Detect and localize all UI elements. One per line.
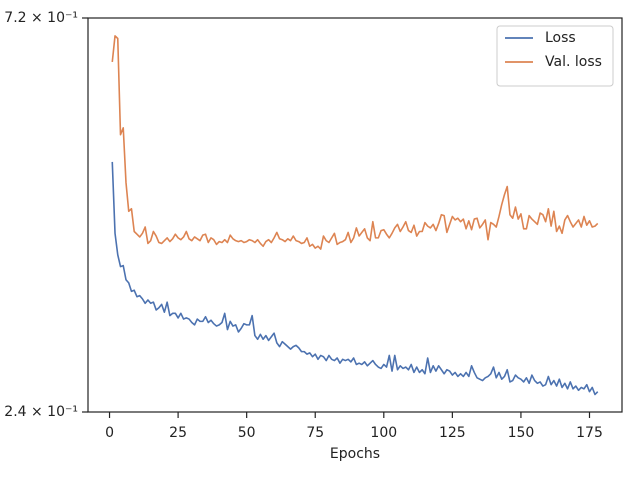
legend-label: Loss [545, 30, 576, 46]
legend: Loss Val. loss [496, 25, 614, 87]
line-series [111, 161, 599, 396]
x-tick-label: 25 [169, 425, 187, 441]
legend-box [496, 25, 614, 87]
legend-label: Val. loss [545, 54, 602, 70]
x-tick-label: 100 [370, 425, 397, 441]
y-tick-label: 7.2 × 10⁻¹ [4, 10, 78, 26]
x-tick-label: 75 [306, 425, 324, 441]
line-series [111, 35, 599, 250]
x-tick-label: 125 [439, 425, 466, 441]
x-tick-label: 150 [508, 425, 535, 441]
x-tick-label: 175 [576, 425, 603, 441]
y-tick-label: 2.4 × 10⁻¹ [4, 404, 78, 420]
x-tick-label: 50 [238, 425, 256, 441]
plot-frame [87, 17, 623, 413]
x-axis-label: Epochs [330, 446, 380, 462]
x-tick-label: 0 [105, 425, 114, 441]
